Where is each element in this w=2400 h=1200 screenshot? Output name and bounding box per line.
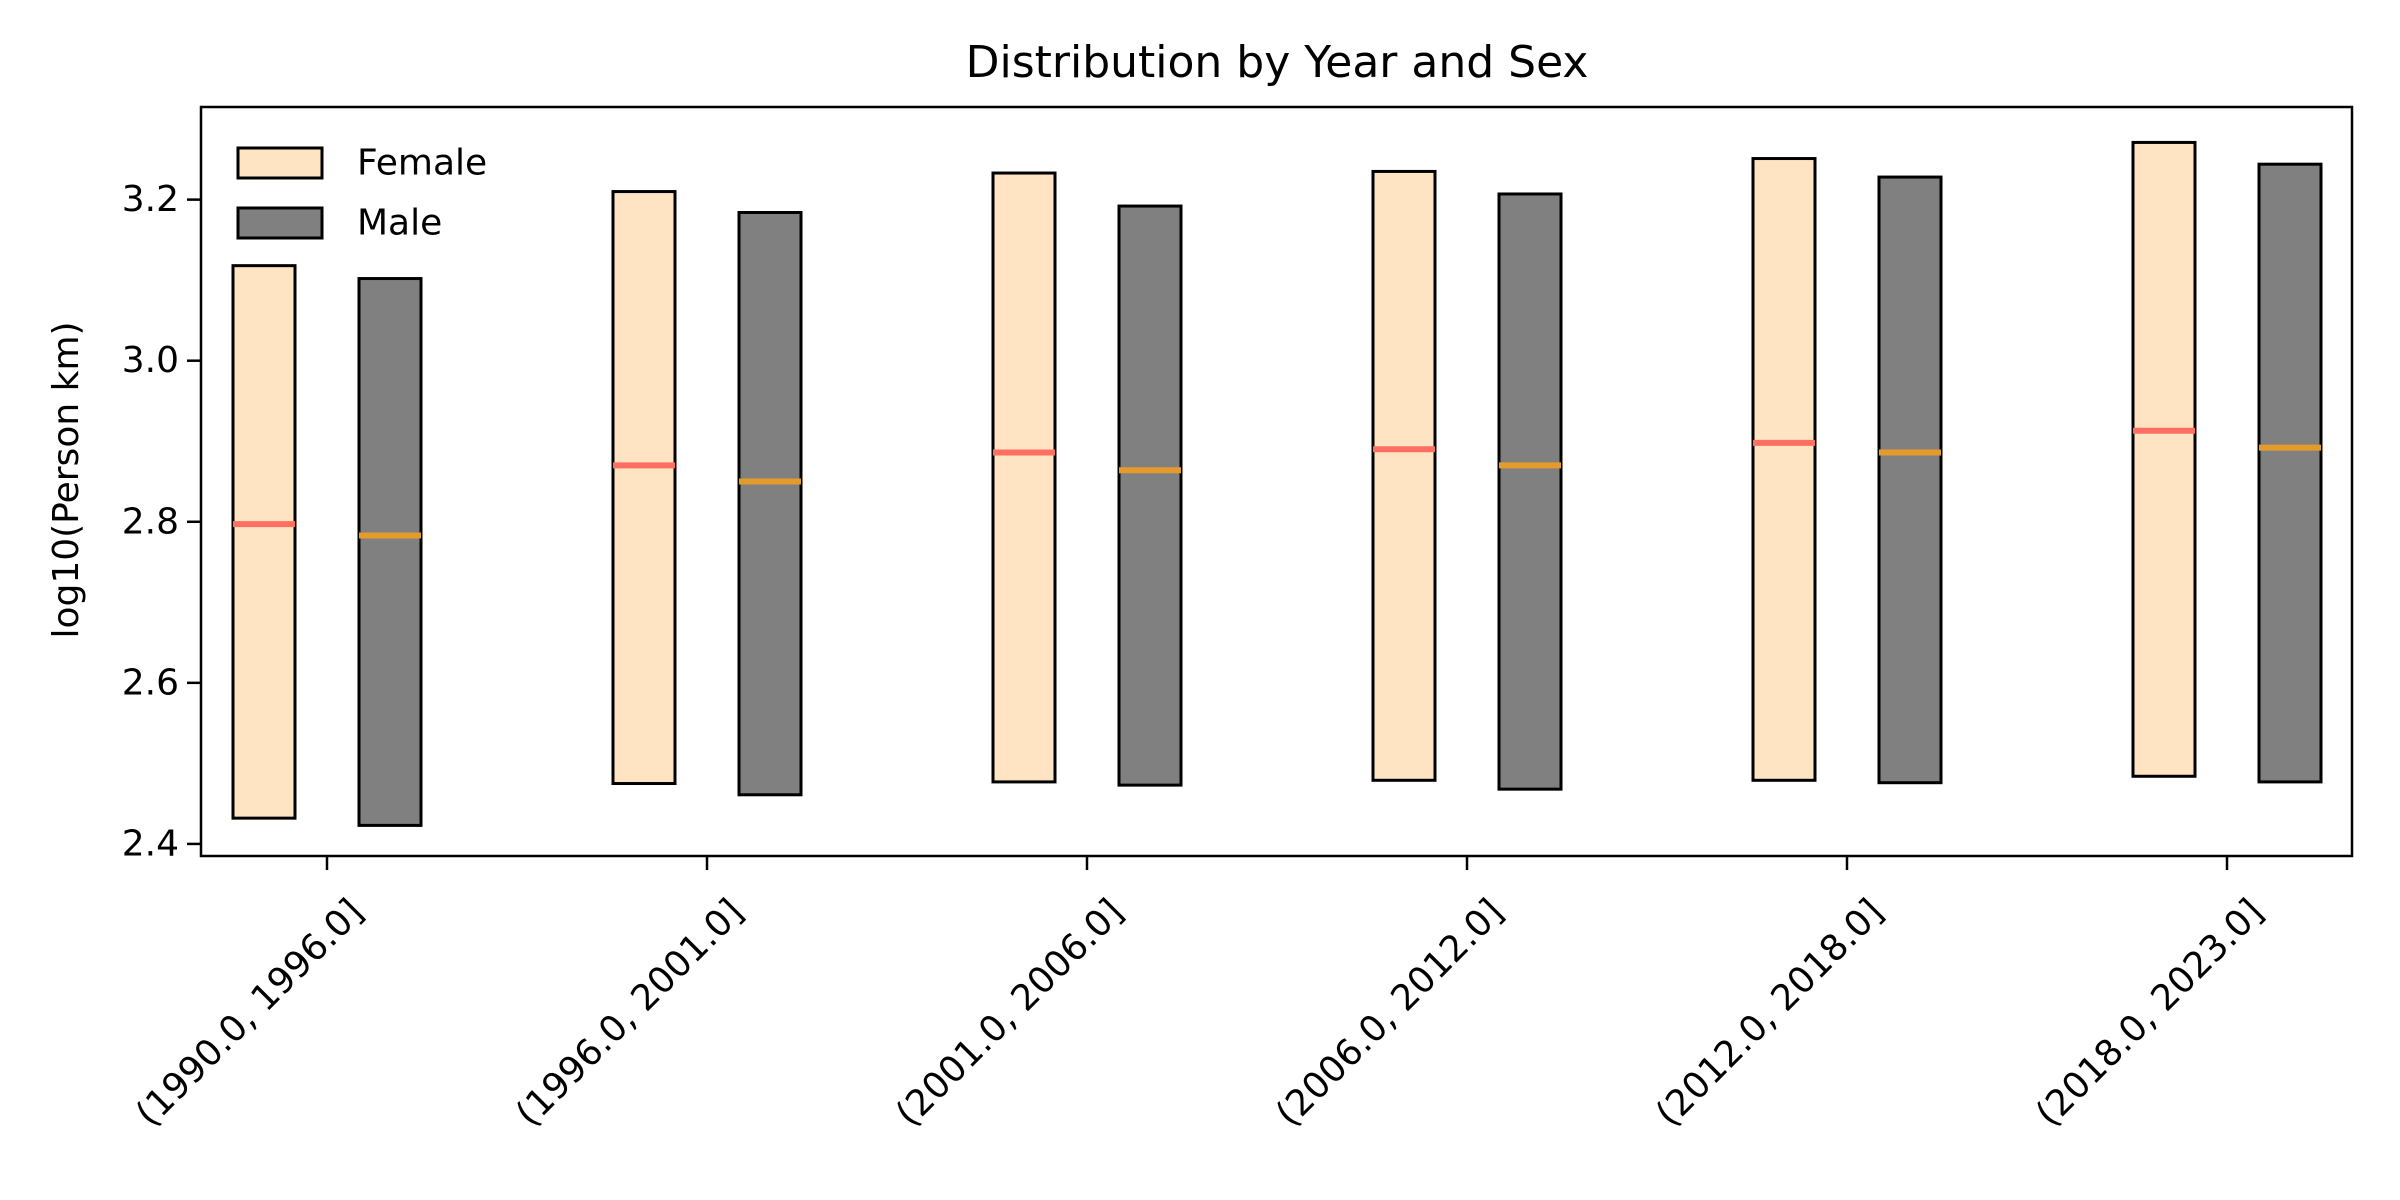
range-bar-male bbox=[357, 277, 423, 827]
range-bar-male bbox=[1497, 192, 1563, 791]
range-bar-male bbox=[1877, 175, 1943, 785]
legend-swatch-male bbox=[236, 206, 324, 240]
y-tick-label: 3.2 bbox=[122, 179, 179, 220]
x-tick-label: (1996.0, 2001.0] bbox=[508, 891, 751, 1134]
range-bar-female bbox=[991, 171, 1057, 784]
y-axis-label: log10(Person km) bbox=[46, 321, 87, 638]
chart-marks bbox=[231, 140, 2323, 827]
x-tick-label: (2012.0, 2018.0] bbox=[1648, 891, 1891, 1134]
range-bar-female bbox=[1371, 169, 1437, 782]
legend-label-male: Male bbox=[357, 203, 442, 244]
x-tick-label: (2018.0, 2023.0] bbox=[2028, 891, 2271, 1134]
axis-ticks: (1990.0, 1996.0] (1996.0, 2001.0] (2001.0,… bbox=[122, 179, 2272, 1135]
range-bar-male bbox=[737, 211, 803, 797]
chart-title: Distribution by Year and Sex bbox=[966, 37, 1589, 88]
range-bar-female bbox=[611, 190, 677, 786]
x-tick-label: (2006.0, 2012.0] bbox=[1268, 891, 1511, 1134]
legend-label-female: Female bbox=[357, 143, 487, 184]
range-bar-female bbox=[231, 264, 297, 820]
y-tick-label: 2.6 bbox=[122, 662, 179, 703]
y-tick-label: 2.4 bbox=[122, 823, 179, 864]
plot-frame bbox=[199, 105, 2354, 858]
y-tick-label: 2.8 bbox=[122, 501, 179, 542]
y-tick-label: 3.0 bbox=[122, 340, 179, 381]
range-bar-male bbox=[1117, 204, 1183, 787]
x-tick-label: (2001.0, 2006.0] bbox=[888, 891, 1131, 1134]
range-bar-female bbox=[2131, 140, 2197, 778]
range-bar-female bbox=[1751, 157, 1817, 782]
legend-swatch-female bbox=[236, 146, 324, 180]
x-tick-label: (1990.0, 1996.0] bbox=[128, 891, 371, 1134]
legend: Female Male bbox=[236, 143, 487, 244]
range-bar-male bbox=[2257, 162, 2323, 784]
